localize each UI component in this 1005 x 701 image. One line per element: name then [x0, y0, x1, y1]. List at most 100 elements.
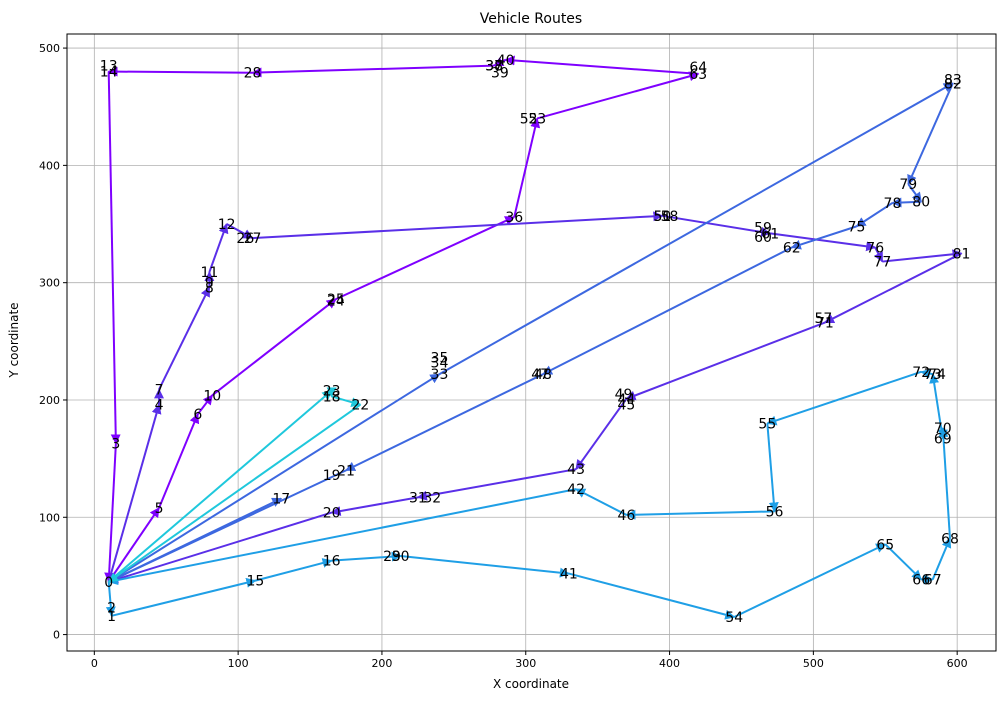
node-label: 74 [928, 367, 946, 383]
node-label: 35 [431, 351, 449, 367]
route-segment [907, 183, 923, 203]
x-tick-label: 600 [947, 657, 968, 670]
node-label: 31 [409, 490, 427, 506]
y-axis-ticks: 0 100 200 300 400 500 [39, 42, 67, 642]
node-label: 13 [100, 59, 118, 75]
route-segment [208, 223, 229, 273]
route-segment [400, 554, 570, 578]
x-tick-label: 200 [371, 657, 392, 670]
node-label: 25 [327, 292, 345, 308]
route-segment [416, 468, 577, 501]
node-label: 9 [205, 276, 214, 292]
route-segment [330, 496, 419, 516]
x-tick-label: 0 [91, 657, 98, 670]
node-labels: 0123456789101112131415161718192021222324… [100, 53, 971, 626]
route-segment [107, 66, 253, 77]
route-segment [251, 64, 495, 78]
node-label: 77 [873, 255, 891, 271]
y-tick-label: 500 [39, 42, 60, 55]
route-segment [882, 249, 963, 263]
node-label: 3 [111, 436, 120, 452]
route-segment [884, 543, 922, 581]
route-segment [104, 443, 117, 583]
route-3 [107, 82, 954, 583]
node-label: 51 [653, 209, 671, 225]
node-label: 79 [899, 177, 917, 193]
x-axis-ticks: 0 100 200 300 400 500 600 [91, 651, 968, 670]
route-segment [108, 389, 333, 583]
node-label: 5 [155, 501, 164, 517]
route-segment [873, 247, 884, 263]
route-segment [335, 216, 516, 301]
node-label: 52 [520, 111, 538, 127]
route-segment [438, 82, 954, 376]
route-segment [226, 223, 254, 239]
node-label: 8 [205, 280, 214, 296]
route-segment [493, 57, 507, 67]
node-label: 6 [193, 407, 202, 423]
node-label: 2 [107, 601, 116, 617]
node-label: 55 [758, 416, 776, 432]
node-label: 26 [236, 231, 254, 247]
x-tick-label: 500 [803, 657, 824, 670]
route-segment [345, 373, 544, 472]
route-segment [568, 572, 736, 620]
node-label: 28 [244, 66, 262, 82]
node-label: 73 [924, 367, 942, 383]
node-label: 54 [725, 610, 743, 626]
route-segment [107, 403, 162, 583]
route-segment [770, 232, 877, 252]
route-segment [625, 509, 775, 520]
node-label: 70 [934, 421, 952, 437]
node-label: 45 [617, 398, 635, 414]
route-segment [197, 394, 214, 415]
node-label: 59 [754, 221, 772, 237]
route-segment [107, 71, 121, 445]
route-segment [938, 427, 951, 539]
node-label: 61 [761, 226, 779, 242]
y-tick-label: 200 [39, 394, 60, 407]
node-label: 80 [912, 195, 930, 211]
node-label: 18 [323, 389, 341, 405]
y-tick-label: 100 [39, 511, 60, 524]
node-label: 57 [815, 311, 833, 327]
route-segment [111, 577, 257, 617]
route-2 [107, 211, 963, 584]
node-label: 72 [912, 365, 930, 381]
route-segment [575, 488, 627, 516]
node-label: 75 [848, 219, 866, 235]
node-label: 78 [884, 196, 902, 212]
node-label: 68 [941, 531, 959, 547]
route-segment [625, 321, 826, 401]
node-label: 48 [534, 367, 552, 383]
route-segment [108, 497, 283, 583]
x-tick-label: 100 [228, 657, 249, 670]
node-label: 83 [944, 73, 962, 89]
x-tick-label: 300 [515, 657, 536, 670]
node-label: 33 [431, 367, 449, 383]
y-tick-label: 0 [53, 629, 60, 642]
route-4 [105, 368, 952, 620]
node-label: 15 [246, 574, 264, 590]
route-segment [105, 581, 116, 617]
route-segment [662, 214, 772, 237]
node-label: 34 [431, 355, 449, 371]
node-label: 76 [866, 240, 884, 256]
route-segment [107, 507, 160, 583]
node-label: 58 [661, 209, 679, 225]
route-segment [107, 488, 577, 585]
node-label: 27 [244, 231, 262, 247]
node-label: 47 [531, 367, 549, 383]
route-segment [929, 373, 944, 439]
route-segment [907, 82, 954, 186]
chart-title: Vehicle Routes [480, 11, 582, 27]
route-segment [504, 55, 699, 75]
node-label: 39 [491, 66, 509, 82]
node-label: 69 [934, 432, 952, 448]
node-label: 44 [617, 392, 635, 408]
node-label: 37 [485, 59, 503, 75]
node-label: 4 [155, 398, 164, 414]
route-segment [108, 373, 441, 583]
route-segment [823, 252, 962, 324]
